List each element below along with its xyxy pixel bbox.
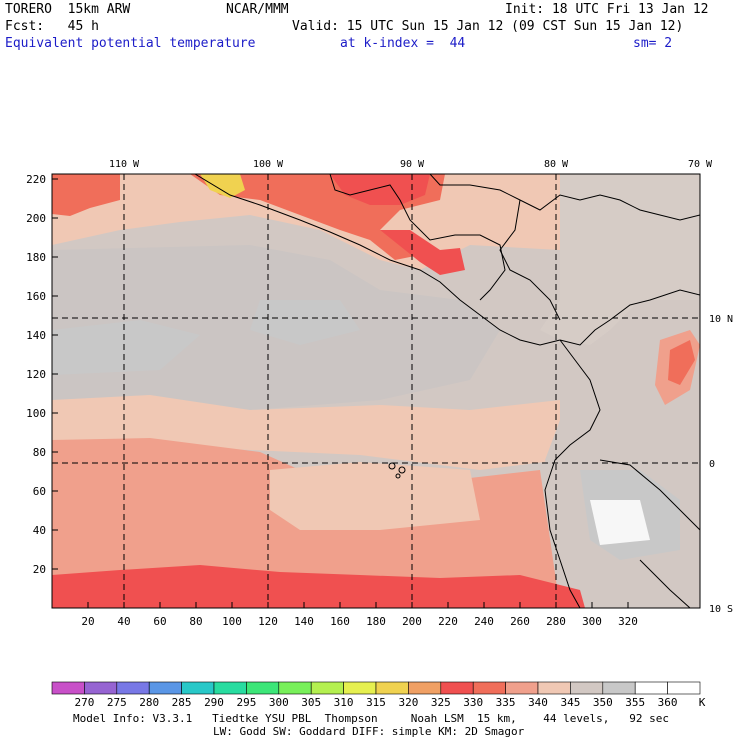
color-bar-swatch bbox=[375, 681, 409, 695]
model-info-line1: Model Info: V3.3.1 Tiedtke YSU PBL Thomp… bbox=[73, 712, 670, 725]
color-bar-label: 340 bbox=[528, 696, 548, 709]
color-bar-label: 300 bbox=[269, 696, 289, 709]
color-bar-swatch bbox=[343, 681, 377, 695]
x-tick-label: 280 bbox=[546, 615, 566, 628]
color-bar-label: 285 bbox=[172, 696, 192, 709]
lat-label-10n: 10 N bbox=[709, 314, 733, 325]
init-time: Init: 18 UTC Fri 13 Jan 12 bbox=[505, 2, 709, 17]
lat-lon-grid bbox=[52, 174, 700, 608]
x-tick-label: 200 bbox=[402, 615, 422, 628]
y-tick-label: 20 bbox=[33, 563, 46, 576]
color-bar-label: 360 bbox=[658, 696, 678, 709]
lon-label-110w: 110 W bbox=[109, 159, 140, 170]
color-bar-label: 305 bbox=[301, 696, 321, 709]
x-tick-label: 100 bbox=[222, 615, 242, 628]
color-bar-label: 275 bbox=[107, 696, 127, 709]
color-bar-label: 335 bbox=[496, 696, 516, 709]
x-tick-label: 120 bbox=[258, 615, 278, 628]
color-bar-label: 280 bbox=[139, 696, 159, 709]
y-tick-label: 140 bbox=[26, 329, 46, 342]
color-bar-swatch bbox=[537, 681, 571, 695]
organization-label: NCAR/MMM bbox=[226, 2, 289, 17]
x-tick-label: 180 bbox=[366, 615, 386, 628]
lon-label-90w: 90 W bbox=[400, 159, 425, 170]
x-tick-label: 220 bbox=[438, 615, 458, 628]
x-tick-label: 40 bbox=[117, 615, 130, 628]
forecast-hour: Fcst: 45 h bbox=[5, 19, 99, 34]
lat-label-0: 0 bbox=[709, 459, 715, 470]
color-bar-swatch bbox=[602, 681, 636, 695]
equivalent-potential-temperature-field bbox=[52, 174, 700, 608]
model-info-line2: LW: Godd SW: Goddard DIFF: simple KM: 2D… bbox=[213, 725, 525, 738]
color-bar-swatch bbox=[634, 681, 668, 695]
lon-label-100w: 100 W bbox=[253, 159, 284, 170]
color-bar-swatch bbox=[246, 681, 280, 695]
color-bar-label: 290 bbox=[204, 696, 224, 709]
x-tick-label: 260 bbox=[510, 615, 530, 628]
x-tick-label: 320 bbox=[618, 615, 638, 628]
color-bar-label: 355 bbox=[625, 696, 645, 709]
y-tick-label: 60 bbox=[33, 485, 46, 498]
field-name: Equivalent potential temperature bbox=[5, 36, 256, 51]
color-bar-swatch bbox=[408, 681, 442, 695]
color-bar-swatch bbox=[667, 681, 701, 695]
x-tick-label: 80 bbox=[189, 615, 202, 628]
lat-label-10s: 10 S bbox=[709, 604, 733, 615]
color-bar-swatch bbox=[84, 681, 118, 695]
color-bar-label: 350 bbox=[593, 696, 613, 709]
color-bar-swatch bbox=[570, 681, 604, 695]
valid-time: Valid: 15 UTC Sun 15 Jan 12 (09 CST Sun … bbox=[292, 19, 684, 34]
color-bar-swatch bbox=[310, 681, 344, 695]
x-tick-label: 60 bbox=[153, 615, 166, 628]
lon-label-70w: 70 W bbox=[688, 159, 713, 170]
color-bar-label: 330 bbox=[463, 696, 483, 709]
color-bar-label: 320 bbox=[398, 696, 418, 709]
lon-label-80w: 80 W bbox=[544, 159, 569, 170]
y-tick-label: 180 bbox=[26, 251, 46, 264]
color-bar-swatch bbox=[213, 681, 247, 695]
color-bar-swatch bbox=[148, 681, 182, 695]
smoothing-label: sm= 2 bbox=[633, 36, 673, 51]
color-bar-swatch bbox=[440, 681, 474, 695]
x-tick-label: 160 bbox=[330, 615, 350, 628]
color-bar-unit: K bbox=[699, 696, 706, 709]
color-bar-label: 325 bbox=[431, 696, 451, 709]
x-tick-label: 20 bbox=[81, 615, 94, 628]
color-bar-swatch bbox=[51, 681, 85, 695]
color-bar-label: 345 bbox=[560, 696, 580, 709]
color-bar-swatch bbox=[472, 681, 506, 695]
color-bar-swatch bbox=[505, 681, 539, 695]
y-tick-label: 80 bbox=[33, 446, 46, 459]
color-bar-label: 270 bbox=[74, 696, 94, 709]
y-tick-label: 120 bbox=[26, 368, 46, 381]
y-tick-label: 220 bbox=[26, 173, 46, 186]
color-bar-label: 315 bbox=[366, 696, 386, 709]
y-tick-label: 160 bbox=[26, 290, 46, 303]
color-bar-swatch bbox=[116, 681, 150, 695]
color-bar-label: 310 bbox=[334, 696, 354, 709]
x-tick-label: 300 bbox=[582, 615, 602, 628]
color-bar-swatch bbox=[278, 681, 312, 695]
model-title: TORERO 15km ARW bbox=[5, 2, 131, 17]
y-tick-label: 200 bbox=[26, 212, 46, 225]
x-tick-label: 240 bbox=[474, 615, 494, 628]
y-tick-label: 100 bbox=[26, 407, 46, 420]
level-label: at k-index = 44 bbox=[340, 36, 466, 51]
color-bar bbox=[51, 681, 701, 695]
color-bar-label: 295 bbox=[236, 696, 256, 709]
y-tick-label: 40 bbox=[33, 524, 46, 537]
color-bar-swatch bbox=[181, 681, 215, 695]
x-tick-label: 140 bbox=[294, 615, 314, 628]
